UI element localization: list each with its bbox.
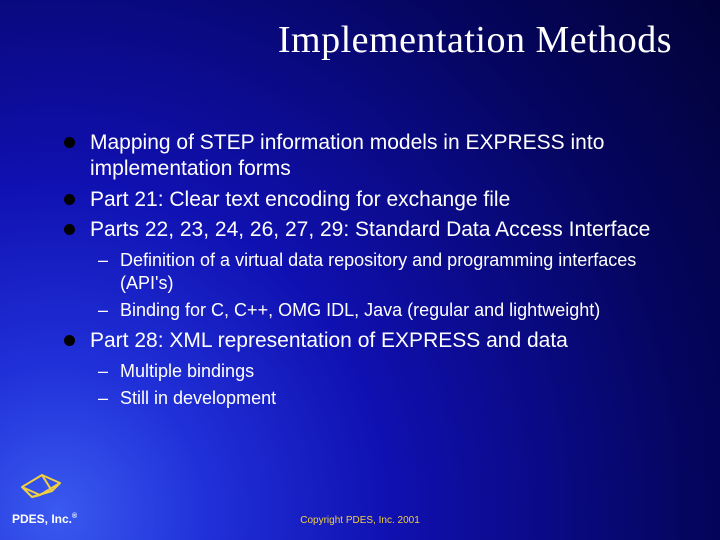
slide: Implementation Methods Mapping of STEP i… xyxy=(0,0,720,540)
sub-bullet-list: Definition of a virtual data repository … xyxy=(90,249,680,322)
sub-bullet-list: Multiple bindings Still in development xyxy=(90,360,680,410)
copyright-text: Copyright PDES, Inc. 2001 xyxy=(300,515,420,526)
sub-bullet-text: Binding for C, C++, OMG IDL, Java (regul… xyxy=(120,300,600,320)
slide-title: Implementation Methods xyxy=(0,18,700,62)
slide-body: Mapping of STEP information models in EX… xyxy=(60,130,680,416)
sub-bullet-text: Multiple bindings xyxy=(120,361,254,381)
sub-bullet-text: Definition of a virtual data repository … xyxy=(120,250,636,293)
bullet-list: Mapping of STEP information models in EX… xyxy=(60,130,680,410)
bullet-item: Part 21: Clear text encoding for exchang… xyxy=(60,187,680,213)
bullet-text: Parts 22, 23, 24, 26, 27, 29: Standard D… xyxy=(90,217,650,243)
pdes-logo-icon xyxy=(18,469,64,506)
bullet-item: Part 28: XML representation of EXPRESS a… xyxy=(60,328,680,410)
sub-bullet-item: Still in development xyxy=(90,387,680,410)
sub-bullet-text: Still in development xyxy=(120,388,276,408)
sub-bullet-item: Binding for C, C++, OMG IDL, Java (regul… xyxy=(90,299,680,322)
bullet-item: Parts 22, 23, 24, 26, 27, 29: Standard D… xyxy=(60,217,680,322)
brand-registered: ® xyxy=(72,513,77,520)
brand-text: PDES, Inc.® xyxy=(12,512,77,526)
sub-bullet-item: Definition of a virtual data repository … xyxy=(90,249,680,296)
bullet-text: Mapping of STEP information models in EX… xyxy=(90,130,680,183)
brand-name: PDES, Inc. xyxy=(12,512,72,526)
bullet-text: Part 28: XML representation of EXPRESS a… xyxy=(90,328,568,354)
bullet-text: Part 21: Clear text encoding for exchang… xyxy=(90,187,510,213)
slide-footer: PDES, Inc.® Copyright PDES, Inc. 2001 xyxy=(12,492,708,526)
bullet-item: Mapping of STEP information models in EX… xyxy=(60,130,680,183)
sub-bullet-item: Multiple bindings xyxy=(90,360,680,383)
